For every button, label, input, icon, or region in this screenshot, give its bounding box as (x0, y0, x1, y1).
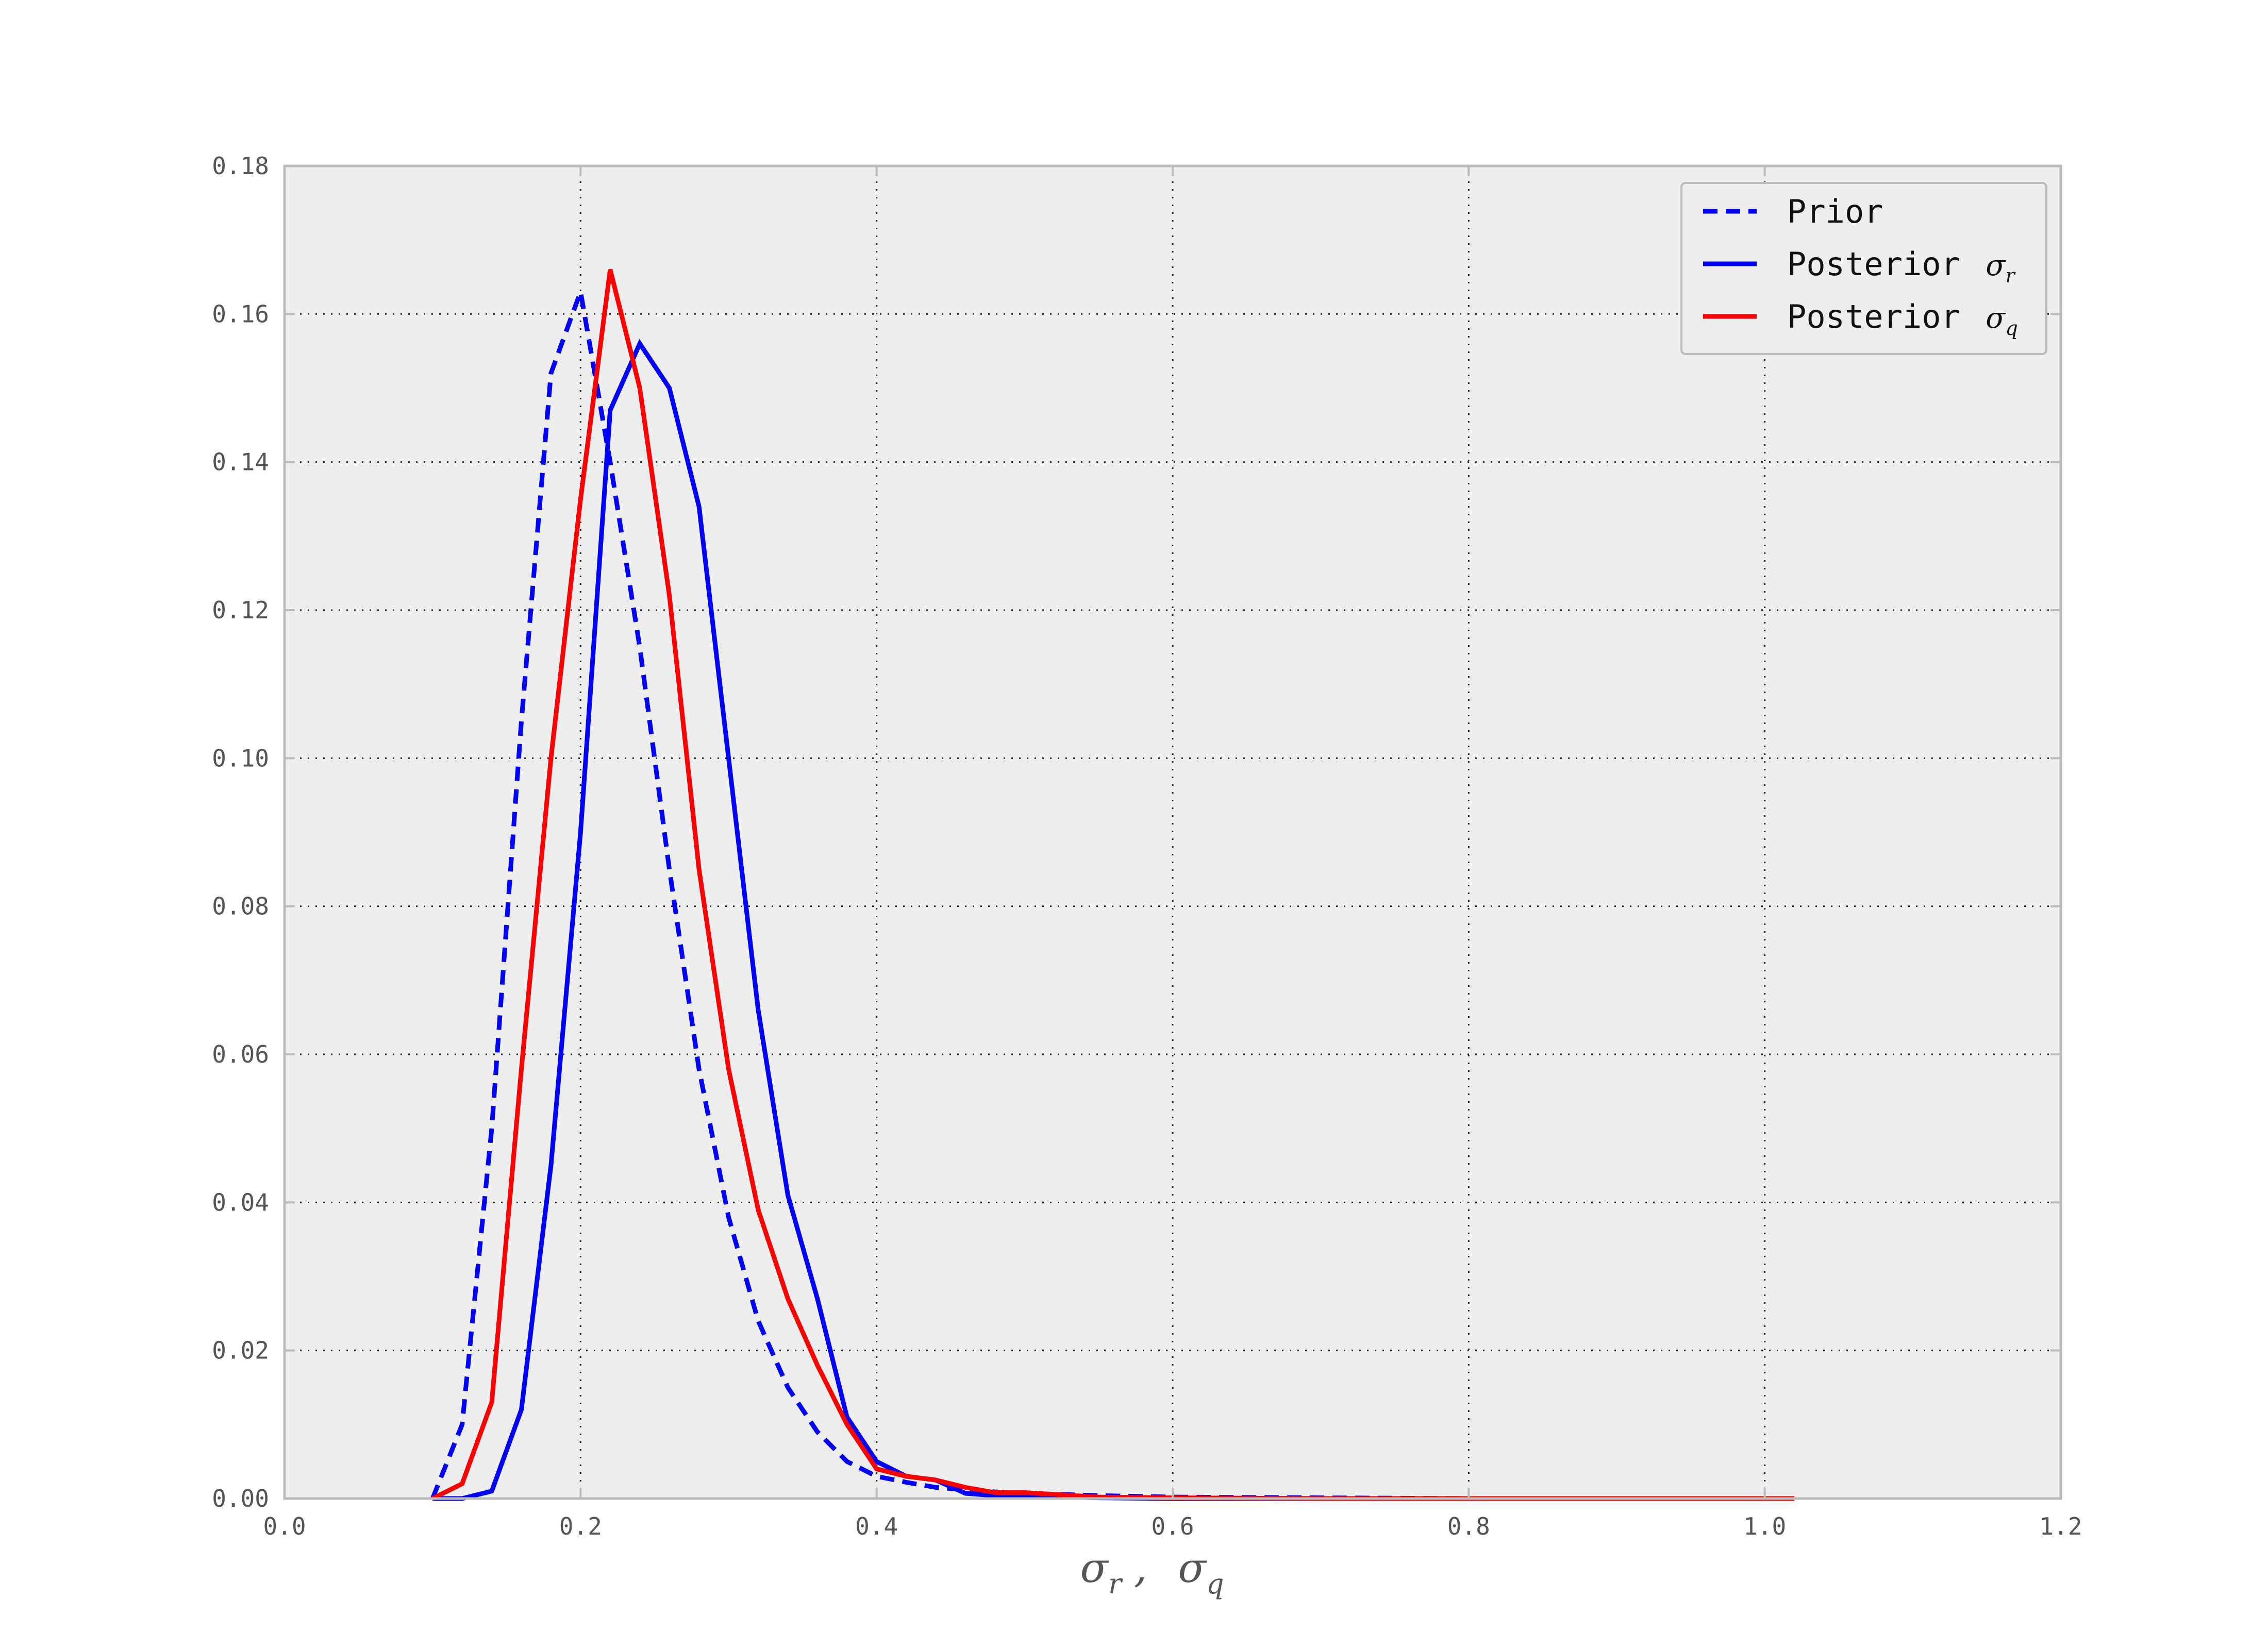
x-label-sub1: r (1108, 1568, 1123, 1600)
x-tick-label: 1.0 (1743, 1512, 1786, 1540)
legend-text: Posterior (1787, 298, 1979, 335)
plot-background (285, 166, 2061, 1499)
legend-text: Posterior (1787, 245, 1979, 283)
legend-label-1: Posterior σr (1787, 245, 2016, 287)
x-label-sep: , (1134, 1544, 1147, 1592)
y-tick-label: 0.00 (212, 1485, 269, 1512)
x-tick-label: 0.4 (855, 1512, 898, 1540)
legend-subscript: q (2006, 317, 2018, 340)
legend-label-0: Prior (1787, 193, 1883, 230)
y-tick-label: 0.12 (212, 596, 269, 624)
x-axis-ticks: 0.0 0.2 0.4 0.6 0.8 1.0 1.2 (263, 166, 2082, 1540)
x-tick-label: 0.2 (559, 1512, 602, 1540)
y-tick-label: 0.04 (212, 1188, 269, 1216)
legend-text: Prior (1787, 193, 1883, 230)
x-tick-label: 0.0 (263, 1512, 306, 1540)
legend-subscript: r (2006, 264, 2016, 287)
x-label-sub2: q (1206, 1568, 1224, 1600)
y-axis-ticks: 0.00 0.02 0.04 0.06 0.08 0.10 0.12 0.14 0.16 0.18 (212, 152, 2061, 1512)
plot-area (283, 164, 2062, 1501)
x-axis-label: σr, σq (1080, 1544, 1224, 1600)
y-tick-label: 0.16 (212, 300, 269, 328)
x-label-sym2: σ (1178, 1544, 1207, 1592)
y-tick-label: 0.02 (212, 1337, 269, 1365)
y-tick-label: 0.06 (212, 1040, 269, 1068)
legend-symbol: σ (1986, 301, 2006, 335)
y-tick-label: 0.14 (212, 448, 269, 476)
x-label-sym1: σ (1080, 1544, 1109, 1592)
y-tick-label: 0.18 (212, 152, 269, 180)
series-line-0 (430, 282, 1795, 1501)
y-tick-label: 0.10 (212, 744, 269, 772)
y-tick-label: 0.08 (212, 893, 269, 920)
legend-symbol: σ (1986, 249, 2006, 282)
legend-box (1680, 182, 2047, 355)
x-tick-label: 0.6 (1151, 1512, 1194, 1540)
x-tick-label: 1.2 (2039, 1512, 2082, 1540)
legend-label-2: Posterior σq (1787, 298, 2018, 340)
x-tick-label: 0.8 (1447, 1512, 1490, 1540)
